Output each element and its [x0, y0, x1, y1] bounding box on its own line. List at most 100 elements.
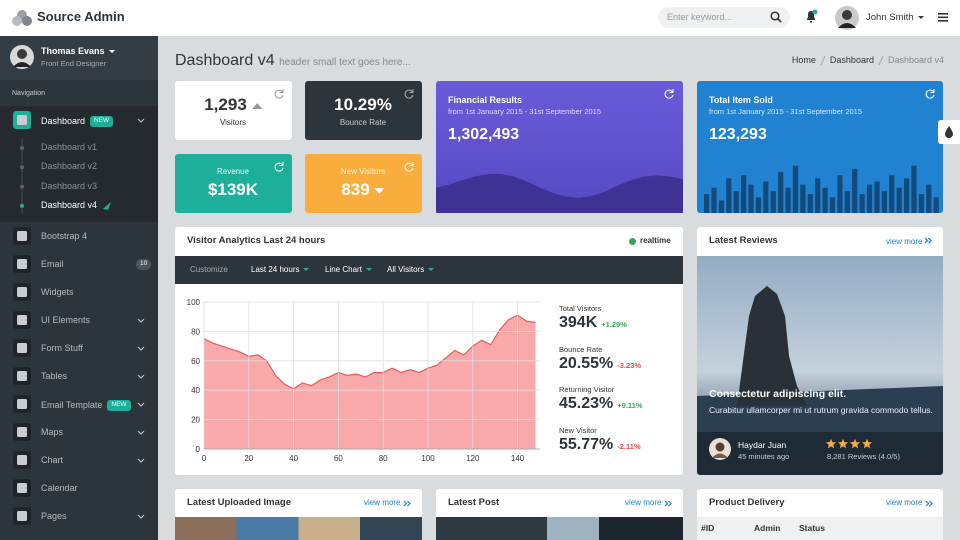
- nav-caret: [137, 430, 145, 435]
- menu-icon[interactable]: [938, 13, 948, 22]
- nav-section: Navigation: [12, 90, 46, 97]
- page-title-text: Dashboard v4: [175, 52, 275, 69]
- top-bar: [0, 0, 960, 36]
- table-column: Admin: [754, 523, 781, 533]
- nav-item[interactable]: Maps: [41, 428, 63, 437]
- toolbar-item[interactable]: Customize: [190, 265, 228, 274]
- search-icon[interactable]: [770, 11, 782, 23]
- profile-avatar: [10, 45, 34, 69]
- crumb[interactable]: Dashboard: [829, 55, 874, 65]
- stat-label: New Visitors: [340, 167, 386, 176]
- bar: [837, 175, 843, 213]
- nav-icon-glyph: [17, 315, 27, 325]
- bar: [770, 190, 776, 213]
- bar: [792, 165, 799, 213]
- page-subtitle: header small text goes here...: [279, 57, 411, 68]
- refresh-icon: [274, 89, 284, 99]
- toolbar-dropdown[interactable]: Line Chart: [325, 266, 372, 274]
- nav-icon-glyph: [17, 455, 27, 465]
- nav-icon-glyph: [17, 259, 27, 269]
- stat-label: Returning Visitor: [559, 385, 615, 394]
- nav-item[interactable]: Tables: [41, 372, 67, 381]
- nav-icon-glyph: [17, 343, 27, 353]
- nav-icon-glyph: [17, 483, 27, 493]
- toolbar-dropdown[interactable]: All Visitors: [387, 265, 435, 274]
- thumbnails: [175, 517, 422, 540]
- nav-item[interactable]: Calendar: [41, 484, 78, 493]
- nav-item[interactable]: Email 10: [41, 259, 152, 270]
- view-more-link[interactable]: view more: [625, 498, 662, 507]
- theme-button[interactable]: [938, 120, 960, 144]
- view-more-link[interactable]: view more: [886, 237, 932, 246]
- crumb[interactable]: Home: [791, 55, 816, 65]
- submenu-item[interactable]: Dashboard v4: [41, 199, 98, 210]
- profile-role: Front End Designer: [41, 59, 107, 68]
- submenu-item[interactable]: Dashboard v2: [41, 161, 98, 172]
- bar: [704, 194, 710, 213]
- logo: [12, 10, 32, 26]
- nav-label: Tables: [41, 371, 68, 381]
- nav-item[interactable]: Pages: [41, 512, 67, 521]
- view-more-link[interactable]: view more: [886, 498, 923, 507]
- rating-star: [837, 438, 849, 449]
- rating-star: [849, 438, 861, 449]
- reviewer-name: Haydar Juan: [738, 440, 787, 450]
- nav-item[interactable]: Email Template NEW: [41, 400, 131, 411]
- x-tick-label: 140: [511, 454, 525, 463]
- nav-item[interactable]: Widgets: [41, 288, 74, 297]
- bar: [785, 187, 791, 213]
- bar: [778, 172, 784, 213]
- review-time: 45 minutes ago: [738, 452, 790, 461]
- nav-icon-glyph: [17, 511, 27, 521]
- stat-label: Bounce Rate: [339, 118, 387, 127]
- refresh-icon: [404, 89, 414, 99]
- bar: [896, 187, 902, 213]
- refresh-icon: [404, 162, 414, 172]
- user-name[interactable]: John Smith: [866, 13, 924, 23]
- bar: [718, 200, 725, 213]
- profile-name[interactable]: Thomas Evans: [41, 47, 115, 56]
- stat-value: 20.55%: [559, 354, 614, 372]
- view-more-link[interactable]: view more: [364, 498, 401, 507]
- notification-icon[interactable]: [805, 9, 819, 25]
- nav-item[interactable]: Chart: [41, 456, 63, 465]
- search-box[interactable]: [658, 7, 790, 28]
- stat-label: Revenue: [216, 167, 250, 176]
- nav-item[interactable]: UI Elements: [41, 316, 90, 325]
- table-column: Status: [799, 523, 825, 533]
- submenu-item[interactable]: Dashboard v3: [41, 180, 98, 191]
- x-tick-label: 20: [244, 454, 253, 463]
- financial-value: 1,302,493: [448, 126, 520, 143]
- bar: [918, 194, 924, 213]
- status-dot: [629, 237, 636, 245]
- toolbar-text: All Visitors: [387, 265, 425, 274]
- y-tick-label: 40: [191, 386, 200, 395]
- nav-label: Form Stuff: [41, 343, 83, 353]
- panel-title: Latest Post: [448, 497, 500, 508]
- submenu-item[interactable]: Dashboard v1: [41, 142, 98, 152]
- chevrons: [925, 500, 933, 507]
- bar: [748, 184, 754, 213]
- nav-caret: [137, 402, 145, 407]
- stat-value: 839: [341, 181, 385, 198]
- crumb-separator: [820, 56, 826, 65]
- bar: [807, 194, 813, 213]
- nav-item[interactable]: Dashboard NEW: [41, 116, 114, 127]
- bar: [859, 194, 865, 213]
- y-tick-label: 100: [187, 298, 201, 307]
- nav-caret: [137, 346, 145, 351]
- bar: [741, 175, 747, 213]
- stat-row: 20.55% -3.23%: [559, 354, 641, 372]
- nav-item[interactable]: Bootstrap 4: [41, 232, 87, 241]
- active-icon: [103, 201, 111, 210]
- stat-value: 10.29%: [334, 95, 392, 114]
- toolbar-dropdown[interactable]: Last 24 hours: [251, 266, 310, 274]
- nav-label: Pages: [41, 511, 67, 521]
- stat-row: 394K +1.29%: [559, 315, 627, 331]
- user-avatar[interactable]: [835, 6, 859, 30]
- bar: [763, 181, 769, 213]
- nav-item[interactable]: Form Stuff: [41, 344, 83, 353]
- refresh-icon: [664, 89, 674, 99]
- bar: [844, 190, 850, 213]
- nav-label: Email: [41, 259, 64, 269]
